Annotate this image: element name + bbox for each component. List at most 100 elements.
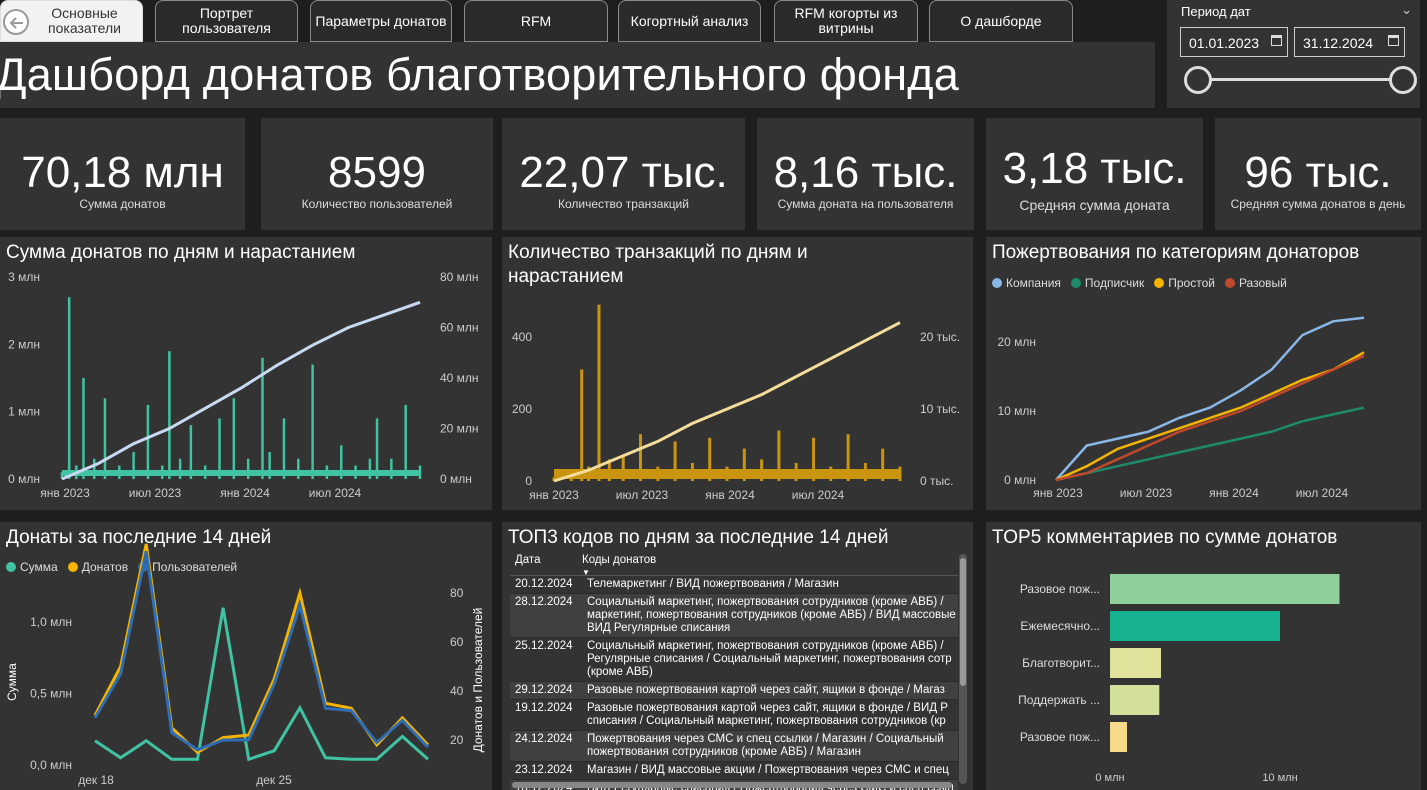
tab-rfm-cohorts[interactable]: RFM когорты из витрины (774, 0, 918, 42)
table-row[interactable]: 28.12.2024 Социальный маркетинг, пожертво… (510, 594, 958, 638)
x-tick-label: июл 2023 (129, 486, 182, 500)
tab-label: Портрет пользователя (182, 5, 271, 36)
legend-label: Пользователей (152, 560, 238, 574)
tab-about[interactable]: О дашборде (929, 0, 1073, 42)
horizontal-scrollbar[interactable] (512, 782, 952, 788)
bar (1110, 722, 1127, 752)
kpi-value: 70,18 млн (21, 148, 224, 197)
panel-title: Сумма донатов по дням и нарастанием (6, 242, 356, 263)
legend-dot (1070, 278, 1081, 288)
y-right-tick-label: 60 млн (440, 321, 479, 335)
table-row[interactable]: 24.12.2024 Пожертвования через СМС и спец… (510, 731, 958, 762)
calendar-icon[interactable] (1271, 35, 1282, 46)
panel-last14: Донаты за последние 14 дней Сумма Донато… (0, 522, 492, 790)
sort-desc-icon[interactable]: ▼ (582, 568, 590, 577)
table-row[interactable]: 25.12.2024 Социальный маркетинг, пожертво… (510, 638, 958, 682)
vertical-scrollbar[interactable] (959, 554, 967, 784)
last14-legend: Сумма Донатов Пользователей (6, 560, 237, 574)
legend-item[interactable]: Разовый (1224, 276, 1287, 290)
category-line-2 (1055, 351, 1365, 482)
kpi-card-transactions: 22,07 тыс. Количество транзакций (502, 118, 745, 230)
legend-dot (67, 562, 78, 572)
y-right-tick-label: 80 (450, 586, 464, 600)
kpi-card-donation-sum: 70,18 млн Сумма донатов (0, 118, 245, 230)
legend-dot (6, 562, 16, 572)
date-from-value: 01.01.2023 (1189, 35, 1260, 51)
tab-label: Когортный анализ (630, 12, 749, 29)
y-left-tick-label: 1 млн (8, 405, 40, 419)
table-header: Дата Коды донатов ▼ (510, 552, 958, 578)
kpi-label: Средняя сумма донатов в день (1230, 197, 1406, 211)
bar-category-label: Поддержать ... (1018, 693, 1100, 707)
legend-item[interactable]: Компания (992, 276, 1061, 290)
cell-date: 20.12.2024 (515, 578, 573, 590)
tab-rfm[interactable]: RFM (464, 0, 608, 42)
column-header-codes[interactable]: Коды донатов ▼ (582, 554, 958, 578)
column-header-date[interactable]: Дата (515, 554, 541, 566)
kpi-card-users: 8599 Количество пользователей (261, 118, 493, 230)
series-line-2 (93, 550, 430, 752)
y-right-tick-label: 20 млн (440, 422, 479, 436)
table-body: 20.12.2024 Телемаркетинг / ВИД пожертвова… (510, 576, 958, 790)
cell-codes: Разовые пожертвования картой через сайт,… (587, 702, 948, 727)
y-axis-tick-label: 20 млн (997, 335, 1036, 349)
date-slider-handle-start[interactable] (1184, 66, 1212, 94)
tab-label: О дашборде (960, 12, 1042, 29)
date-slider-track[interactable] (1199, 78, 1399, 81)
top5-chart[interactable]: Разовое пож... Ежемесячно... Благотворит..… (986, 522, 1421, 790)
back-arrow-icon[interactable] (3, 9, 29, 35)
table-row[interactable]: 23.12.2024 Магазин / ВИД массовые акции /… (510, 762, 958, 780)
cell-codes: Социальный маркетинг, пожертвования сотр… (587, 640, 952, 678)
chevron-down-icon[interactable]: ⌄ (1401, 2, 1412, 17)
panel-categories: Пожертвования по категориям донаторов Ко… (986, 237, 1421, 510)
date-from-input[interactable]: 01.01.2023 (1180, 27, 1288, 57)
panel-top3-table: ТОП3 кодов по дням за последние 14 дней … (502, 522, 973, 790)
legend-label: Донатов (81, 560, 129, 574)
x-tick-label: 10 млн (1262, 772, 1297, 784)
cell-codes: Телемаркетинг / ВИД пожертвования / Мага… (587, 578, 839, 590)
table-row[interactable]: 20.12.2024 Телемаркетинг / ВИД пожертвова… (510, 576, 958, 594)
page-title: Дашборд донатов благотворительного фонда (0, 49, 959, 100)
date-to-input[interactable]: 31.12.2024 (1294, 27, 1405, 57)
x-tick-label: янв 2023 (1033, 486, 1083, 500)
tab-main-indicators[interactable]: Основные показатели (0, 0, 143, 42)
panel-title: Донаты за последние 14 дней (6, 527, 272, 548)
tab-user-portrait[interactable]: Портрет пользователя (155, 0, 298, 42)
x-tick-label: янв 2024 (1209, 486, 1259, 500)
table-row[interactable]: 19.12.2024 Разовые пожертвования картой ч… (510, 700, 958, 731)
date-slicer: Период дат ⌄ 01.01.2023 31.12.2024 (1167, 0, 1420, 108)
bar-category-label: Ежемесячно... (1020, 619, 1100, 633)
donations-sum-chart[interactable]: 3 млн 2 млн 1 млн 0 млн 80 млн 60 млн 40 млн 20… (0, 237, 492, 510)
last14-chart[interactable]: 1,0 млн 0,5 млн 0,0 млн 80 60 40 20 Сумма Донато… (0, 522, 492, 790)
cell-date: 19.12.2024 (515, 702, 573, 714)
kpi-label: Количество пользователей (301, 197, 453, 211)
legend-item[interactable]: Подписчик (1070, 276, 1144, 290)
calendar-icon[interactable] (1388, 35, 1399, 46)
date-slider-handle-end[interactable] (1389, 66, 1417, 94)
cell-date: 25.12.2024 (515, 640, 573, 652)
transactions-chart[interactable]: 400 200 0 20 тыс. 10 тыс. 0 тыс. янв 2023 июл 2… (502, 237, 973, 510)
legend-item[interactable]: Донатов (67, 560, 129, 574)
bar-category-label: Благотворит... (1022, 656, 1100, 670)
legend-item[interactable]: Сумма (6, 560, 58, 574)
y-left-tick-label: 2 млн (8, 337, 40, 351)
scrollbar-thumb[interactable] (960, 558, 966, 686)
bar-category-label: Разовое пож... (1020, 730, 1100, 744)
tab-label: Основные показатели (48, 5, 121, 36)
cumulative-transactions-line (553, 321, 901, 483)
y-right-tick-label: 0 тыс. (920, 474, 953, 488)
legend-label: Компания (1006, 276, 1061, 290)
cell-codes: Социальный маркетинг, пожертвования сотр… (587, 596, 956, 634)
tab-donation-params[interactable]: Параметры донатов (310, 0, 452, 42)
cell-codes: Пожертвования через СМС и спец ссылки / … (587, 733, 944, 758)
y-left-tick-label: 3 млн (8, 270, 40, 284)
panel-donations-sum: Сумма донатов по дням и нарастанием 3 мл… (0, 237, 492, 510)
legend-item[interactable]: Простой (1154, 276, 1215, 290)
table-row[interactable]: 29.12.2024 Разовые пожертвования картой ч… (510, 682, 958, 700)
y-left-axis-title: Сумма (5, 663, 19, 701)
x-tick-label: июл 2023 (616, 488, 669, 502)
cell-codes: Разовые пожертвования картой через сайт,… (587, 684, 945, 696)
bar (1110, 648, 1161, 678)
tab-cohort-analysis[interactable]: Когортный анализ (618, 0, 761, 42)
